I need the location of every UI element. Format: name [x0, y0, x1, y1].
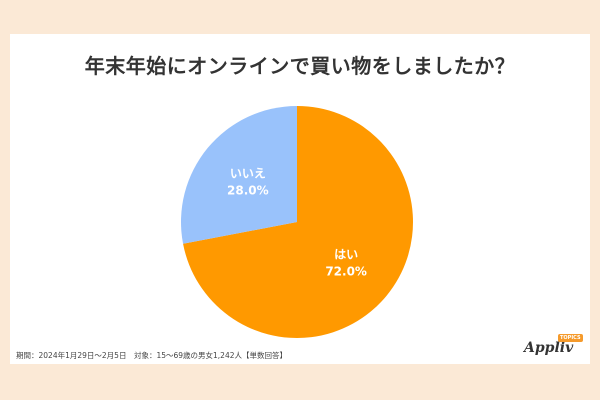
- logo-badge: TOPICS: [558, 334, 583, 342]
- slice-name-label: いいえ: [230, 166, 266, 180]
- pie-slice: [183, 106, 413, 339]
- slice-value-label: 72.0%: [325, 265, 367, 279]
- slice-value-label: 28.0%: [227, 183, 269, 197]
- slice-name-label: はい: [334, 248, 358, 262]
- chart-title: 年末年始にオンラインで買い物をしましたか？: [84, 54, 516, 78]
- logo-text: Appliv: [524, 340, 574, 356]
- pie-slice: [180, 106, 297, 244]
- appliv-logo: Appliv TOPICS: [524, 334, 584, 360]
- footnote: 期間：2024年1月29日～2月5日 対象：15～69歳の男女1,242人【単数…: [16, 351, 288, 360]
